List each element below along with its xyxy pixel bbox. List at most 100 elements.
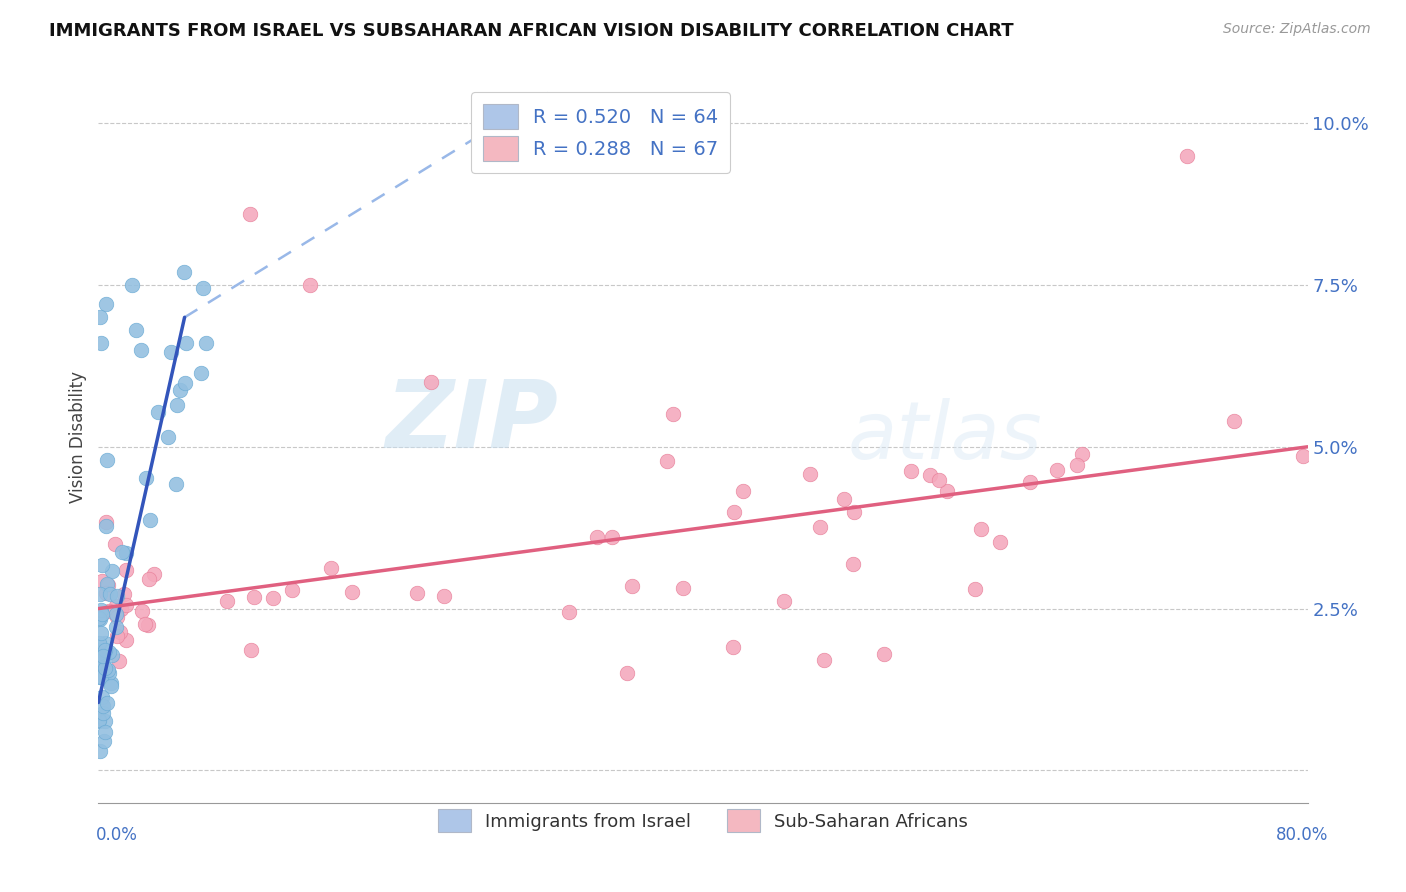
Point [125,323,148,337]
Point [146,405,169,419]
Text: 80.0%: 80.0% [1277,826,1329,844]
Text: atlas: atlas [848,398,1043,476]
Point [965,582,987,597]
Point [723,505,745,519]
Point [93,635,115,649]
Point [87,643,110,657]
Point [281,583,304,598]
Point [731,483,754,498]
Point [139,513,162,527]
Point [97,578,120,592]
Point [90,650,112,665]
Point [105,619,128,633]
Point [87,713,110,727]
Point [191,281,214,295]
Point [105,610,128,624]
Point [96,697,118,711]
Point [174,376,197,391]
Point [94,297,117,311]
Point [813,653,835,667]
Point [96,519,118,533]
Legend: Immigrants from Israel, Sub-Saharan Africans: Immigrants from Israel, Sub-Saharan Afri… [429,800,977,841]
Point [134,616,156,631]
Point [672,581,695,595]
Point [190,366,212,380]
Text: IMMIGRANTS FROM ISRAEL VS SUBSAHARAN AFRICAN VISION DISABILITY CORRELATION CHART: IMMIGRANTS FROM ISRAEL VS SUBSAHARAN AFR… [49,22,1014,40]
Point [772,594,794,608]
Point [89,670,111,684]
Point [96,576,118,591]
Y-axis label: Vision Disability: Vision Disability [69,371,87,503]
Point [89,744,111,758]
Point [91,648,114,663]
Point [406,586,429,600]
Point [90,607,112,621]
Point [900,464,922,478]
Point [90,669,112,683]
Point [97,604,120,618]
Point [319,561,342,575]
Point [115,545,138,559]
Text: ZIP: ZIP [385,376,558,468]
Point [842,557,865,571]
Point [91,574,114,589]
Point [243,591,266,605]
Point [138,573,160,587]
Point [135,471,157,485]
Point [240,643,263,657]
Point [105,629,128,643]
Point [110,602,132,616]
Point [105,607,128,622]
Point [87,714,110,728]
Point [808,520,831,534]
Point [920,468,942,483]
Point [101,565,124,579]
Point [94,725,117,739]
Point [94,515,117,529]
Point [91,690,114,704]
Point [586,530,609,544]
Point [1292,450,1315,464]
Point [115,598,138,612]
Point [1070,447,1092,461]
Point [97,663,120,677]
Point [1018,475,1040,490]
Point [97,644,120,658]
Point [129,343,152,357]
Point [100,676,122,690]
Point [112,587,135,601]
Point [239,207,262,221]
Point [91,706,114,721]
Point [87,635,110,649]
Point [115,563,138,577]
Point [131,604,153,618]
Point [723,640,745,655]
Point [1222,414,1244,428]
Point [136,618,159,632]
Point [115,633,138,648]
Point [799,467,821,481]
Point [91,698,114,713]
Point [94,714,117,728]
Point [616,666,638,681]
Point [657,454,679,468]
Point [433,590,456,604]
Point [121,277,143,292]
Point [101,648,124,663]
Point [94,643,117,657]
Point [96,586,118,600]
Point [990,535,1012,549]
Text: Source: ZipAtlas.com: Source: ZipAtlas.com [1223,22,1371,37]
Point [87,657,110,671]
Point [420,375,443,389]
Point [928,473,950,487]
Point [832,491,855,506]
Point [160,345,183,359]
Point [111,545,134,559]
Point [89,646,111,660]
Point [262,591,284,605]
Point [143,566,166,581]
Point [620,579,643,593]
Point [100,679,122,693]
Point [873,647,896,661]
